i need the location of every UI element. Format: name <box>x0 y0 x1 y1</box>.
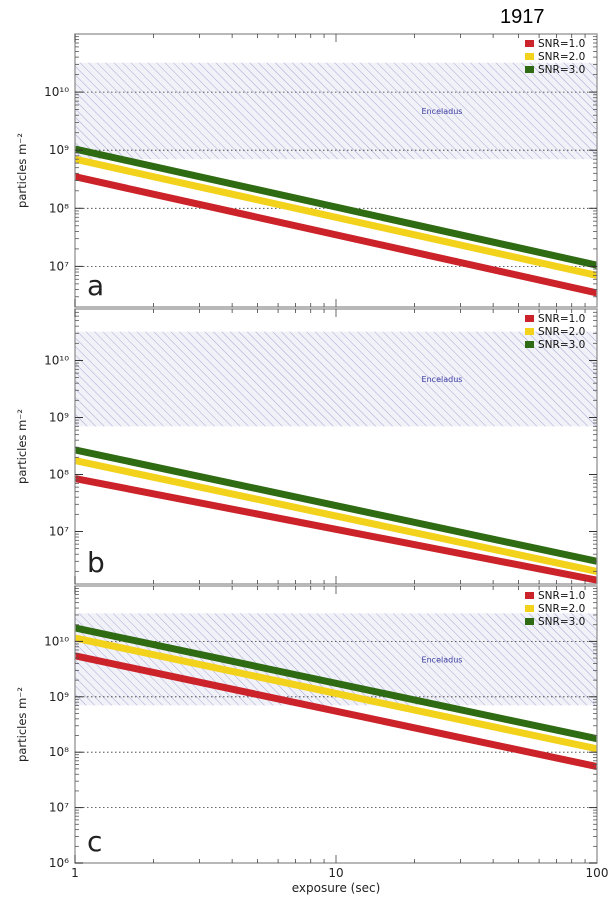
legend-label: SNR=2.0 <box>538 603 585 615</box>
y-tick-label: 10⁷ <box>49 801 69 815</box>
series-line-snr-3 <box>75 145 597 269</box>
y-tick-label: 10¹⁰ <box>44 353 69 367</box>
panel-letter: c <box>87 825 102 858</box>
panel-letter: b <box>87 546 105 579</box>
enceladus-band-hatch <box>75 62 597 160</box>
series-line-snr-1 <box>75 475 597 584</box>
legend-label: SNR=1.0 <box>538 313 585 325</box>
y-tick-label: 10⁸ <box>49 467 69 481</box>
plot-area <box>75 62 597 297</box>
y-tick-label: 10⁸ <box>49 745 69 759</box>
legend-label: SNR=1.0 <box>538 590 585 602</box>
y-tick-label: 10⁹ <box>49 690 69 704</box>
legend-label: SNR=3.0 <box>538 64 585 76</box>
legend-label: SNR=3.0 <box>538 616 585 628</box>
y-tick-label: 10⁹ <box>49 143 69 157</box>
y-axis-label: particles m⁻² <box>15 687 29 762</box>
panel-c: Enceladus 10⁶ 10⁷ 10⁸ 10⁹ 10¹⁰ 1 10 100 particles… <box>15 585 609 895</box>
band-label: Enceladus <box>422 375 463 384</box>
legend-swatch <box>525 53 534 60</box>
x-tick-label: 10 <box>328 866 343 880</box>
y-tick-label: 10⁸ <box>49 201 69 215</box>
legend-label: SNR=1.0 <box>538 38 585 50</box>
series-line-snr-2 <box>75 155 597 279</box>
x-axis-label: exposure (sec) <box>292 881 381 895</box>
legend-swatch <box>525 315 534 322</box>
legend-swatch <box>525 328 534 335</box>
plot-area <box>75 331 597 584</box>
legend-swatch <box>525 40 534 47</box>
panel-a: Enceladus 10⁷ 10⁸ 10⁹ 10¹⁰ particles m⁻² a SNR=… <box>15 33 598 308</box>
y-tick-label: 10¹⁰ <box>44 634 69 648</box>
series-line-snr-1 <box>75 173 597 297</box>
y-tick-label: 10⁹ <box>49 410 69 424</box>
legend-label: SNR=2.0 <box>538 51 585 63</box>
series-line-snr-1 <box>75 652 597 771</box>
x-tick-label: 1 <box>71 866 79 880</box>
band-label: Enceladus <box>422 655 463 664</box>
series-line-snr-2 <box>75 457 597 575</box>
legend-swatch <box>525 618 534 625</box>
legend-label: SNR=3.0 <box>538 339 585 351</box>
legend-swatch <box>525 592 534 599</box>
y-tick-label: 10⁷ <box>49 259 69 273</box>
y-tick-label: 10⁷ <box>49 525 69 539</box>
band-label: Enceladus <box>422 107 463 116</box>
y-axis-label: particles m⁻² <box>15 133 29 208</box>
legend-swatch <box>525 341 534 348</box>
panel-b: Enceladus 10⁷ 10⁸ 10⁹ 10¹⁰ particles m⁻² b SNR=… <box>15 308 598 585</box>
series-line-snr-3 <box>75 446 597 565</box>
legend-label: SNR=2.0 <box>538 326 585 338</box>
series-line-snr-2 <box>75 634 597 753</box>
series-line-snr-3 <box>75 624 597 743</box>
y-tick-label: 10⁶ <box>49 856 69 870</box>
legend-swatch <box>525 66 534 73</box>
plot-area <box>75 613 597 863</box>
enceladus-band-hatch <box>75 331 597 427</box>
x-tick-label: 100 <box>586 866 609 880</box>
panel-letter: a <box>87 269 104 302</box>
page-number: 1917 <box>500 6 545 28</box>
y-tick-label: 10¹⁰ <box>44 85 69 99</box>
y-axis-label: particles m⁻² <box>15 409 29 484</box>
legend-swatch <box>525 605 534 612</box>
